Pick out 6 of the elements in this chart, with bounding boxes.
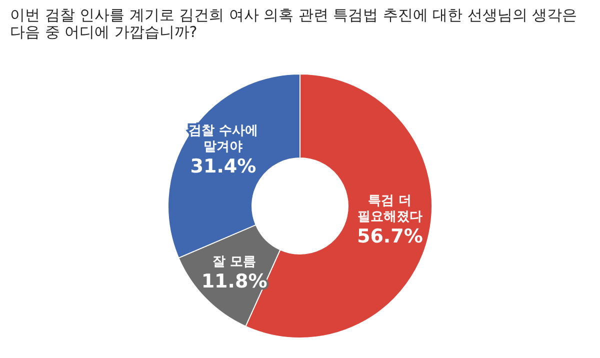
data-label: 11.8% bbox=[201, 270, 268, 292]
data-label: 56.7% bbox=[356, 225, 423, 248]
chart-title: 이번 검찰 인사를 계기로 김건희 여사 의혹 관련 특검법 추진에 대한 선생님의 생각은 다음 중 어디에 가깝습니까? bbox=[10, 6, 578, 41]
data-label: 31.4% bbox=[190, 155, 256, 178]
category-label: 특검 더 필요해졌다 bbox=[357, 193, 422, 224]
slice-label: 잘 모름 bbox=[212, 254, 256, 270]
